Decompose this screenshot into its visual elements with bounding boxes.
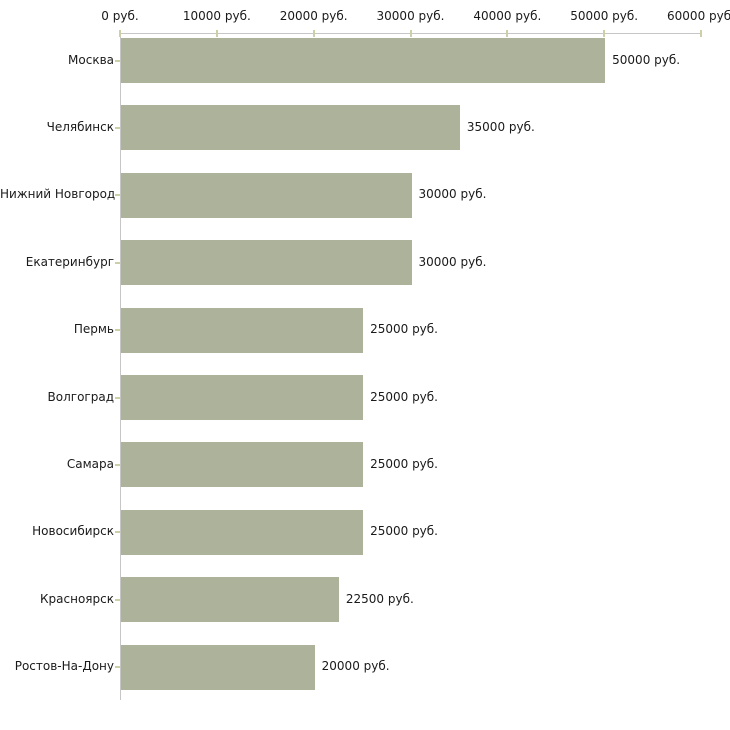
bar: [121, 509, 364, 555]
x-tick-mark: [409, 30, 412, 37]
category-label: Челябинск: [46, 119, 114, 134]
bar-value-label: 25000 руб.: [370, 389, 438, 404]
y-tick-mark: [115, 329, 120, 332]
y-tick-mark: [115, 126, 120, 129]
x-tick-label: 0 руб.: [101, 9, 139, 23]
bar: [121, 577, 339, 623]
y-tick-mark: [115, 261, 120, 264]
x-tick-mark: [603, 30, 606, 37]
bar-value-label: 30000 руб.: [418, 254, 487, 269]
bar: [121, 240, 412, 286]
bar: [121, 307, 364, 353]
bar-value-label: 50000 руб.: [612, 52, 681, 67]
x-tick-label: 30000 руб.: [376, 9, 445, 23]
bar-value-label: 25000 руб.: [370, 456, 438, 471]
x-tick-mark: [700, 30, 702, 37]
x-tick-mark: [119, 30, 121, 37]
bar-value-label: 25000 руб.: [370, 524, 438, 539]
category-label: Москва: [68, 52, 114, 67]
x-tick-mark: [312, 30, 315, 37]
bar-value-label: 22500 руб.: [345, 591, 414, 606]
y-tick-mark: [115, 194, 120, 197]
y-axis-line: [120, 33, 121, 700]
bar-value-label: 30000 руб.: [418, 187, 487, 202]
bar-value-label: 35000 руб.: [466, 119, 535, 134]
category-label: Нижний Новгород: [0, 187, 116, 202]
bar: [121, 38, 606, 83]
bar: [121, 644, 315, 690]
x-tick-mark: [506, 30, 509, 37]
y-tick-mark: [115, 396, 120, 399]
bar: [121, 442, 364, 488]
category-label: Екатеринбург: [25, 254, 114, 269]
x-tick-label: 50000 руб.: [570, 9, 639, 23]
category-label: Ростов-На-Дону: [14, 659, 114, 674]
y-tick-mark: [115, 666, 120, 669]
y-tick-mark: [115, 531, 120, 534]
x-tick-label: 40000 руб.: [473, 9, 542, 23]
y-tick-mark: [115, 59, 120, 62]
x-tick-label: 20000 руб.: [279, 9, 348, 23]
x-tick-label: 60000 руб.: [667, 9, 730, 23]
category-label: Красноярск: [40, 591, 114, 606]
category-label: Волгоград: [47, 389, 114, 404]
bar-value-label: 20000 руб.: [321, 659, 390, 674]
y-tick-mark: [115, 463, 120, 466]
bar: [121, 105, 460, 151]
category-label: Самара: [66, 456, 114, 471]
bar: [121, 375, 364, 420]
category-label: Пермь: [73, 322, 114, 337]
category-label: Новосибирск: [32, 524, 114, 539]
x-tick-label: 10000 руб.: [182, 9, 251, 23]
bar: [121, 172, 412, 218]
bar-value-label: 25000 руб.: [370, 322, 438, 337]
y-tick-mark: [115, 598, 120, 601]
x-tick-mark: [215, 30, 218, 37]
